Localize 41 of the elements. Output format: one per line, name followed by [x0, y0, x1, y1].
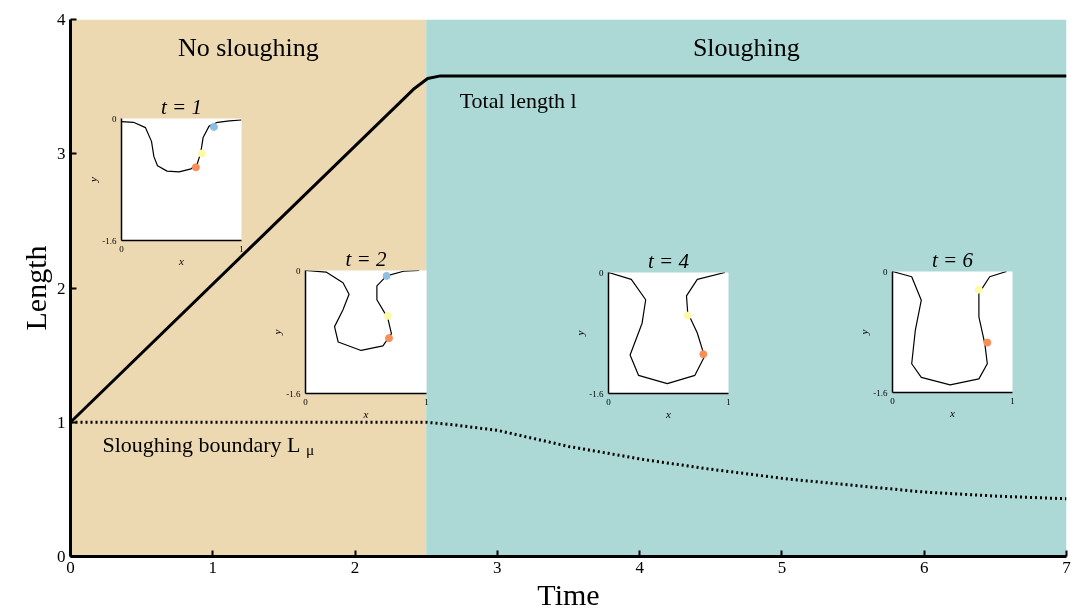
chart-title: t = 6 [932, 247, 974, 272]
x-tick-label: 6 [919, 557, 929, 577]
band-label: No sloughing [177, 33, 319, 62]
x-axis-title: x [362, 407, 369, 420]
x-tick-label: 1 [1010, 395, 1015, 406]
x-tick-label: 3 [493, 557, 502, 577]
x-tick-label: 7 [1062, 557, 1072, 577]
x-tick-label: 5 [777, 557, 787, 577]
chart-title: t = 2 [345, 246, 387, 271]
point [191, 163, 200, 172]
y-tick-label: -1.6 [286, 388, 301, 399]
y-tick-label: 4 [57, 10, 66, 29]
x-tick-label: 4 [635, 557, 645, 577]
y-axis-title: y [858, 329, 871, 336]
x-tick-label: 1 [424, 396, 429, 407]
y-tick-label: 3 [57, 144, 66, 164]
y-tick-label: 1 [57, 412, 66, 432]
x-tick-label: 2 [350, 557, 360, 577]
point [209, 122, 218, 131]
band-label: Sloughing [692, 33, 800, 62]
y-tick-label: -1.6 [102, 235, 117, 246]
y-tick-label: -1.6 [873, 387, 888, 398]
x-axis-title: x [665, 407, 672, 420]
x-axis-title: x [949, 406, 956, 419]
x-tick-label: 0 [890, 395, 896, 406]
x-axis-title: x [178, 254, 185, 267]
x-tick-label: 1 [726, 396, 731, 407]
x-tick-label: 0 [303, 396, 309, 407]
y-axis-title: y [271, 329, 284, 336]
x-tick-label: 0 [606, 396, 612, 407]
chart-title: t = 1 [161, 94, 203, 119]
series-label: Total length l [459, 88, 577, 114]
x-tick-label: 1 [208, 557, 218, 577]
point [197, 149, 206, 158]
y-axis-title: y [87, 176, 100, 183]
chart-title: t = 4 [648, 248, 690, 273]
x-axis-title: Time [537, 577, 600, 611]
y-axis-title: y [574, 330, 587, 337]
y-tick-label: -1.6 [589, 388, 604, 399]
y-axis-title: Length [19, 245, 52, 331]
y-tick-label: 2 [57, 278, 66, 298]
